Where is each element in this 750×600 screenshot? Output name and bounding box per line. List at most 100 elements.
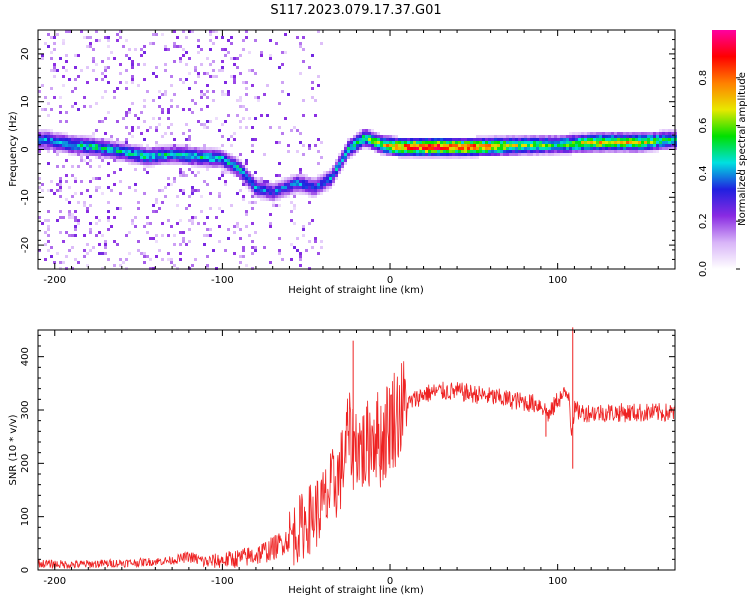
heatmap-cell <box>362 135 365 138</box>
heatmap-cell <box>218 177 221 180</box>
heatmap-cell <box>317 189 320 192</box>
heatmap-cell <box>173 42 176 45</box>
heatmap-cell <box>107 201 110 204</box>
heatmap-cell <box>242 255 245 258</box>
heatmap-cell <box>119 159 122 162</box>
heatmap-cell <box>149 126 152 129</box>
y-tick-label: 20 <box>20 48 31 61</box>
heatmap-cell <box>98 150 101 153</box>
heatmap-cell <box>302 192 305 195</box>
heatmap-cell <box>278 66 281 69</box>
heatmap-cell <box>44 144 47 147</box>
heatmap-cell <box>53 150 56 153</box>
heatmap-cell <box>62 42 65 45</box>
heatmap-cell <box>329 168 332 171</box>
heatmap-cell <box>311 177 314 180</box>
heatmap-cell <box>500 153 503 156</box>
heatmap-cell <box>188 144 191 147</box>
heatmap-cell <box>476 150 479 153</box>
heatmap-cell <box>617 141 620 144</box>
heatmap-cell <box>296 249 299 252</box>
heatmap-cell <box>65 111 68 114</box>
heatmap-cell <box>326 183 329 186</box>
heatmap-cell <box>254 183 257 186</box>
heatmap-cell <box>356 132 359 135</box>
heatmap-cell <box>443 153 446 156</box>
heatmap-cell <box>56 141 59 144</box>
heatmap-cell <box>299 186 302 189</box>
heatmap-cell <box>263 189 266 192</box>
heatmap-cell <box>224 120 227 123</box>
heatmap-cell <box>233 156 236 159</box>
heatmap-cell <box>98 147 101 150</box>
heatmap-cell <box>152 147 155 150</box>
heatmap-cell <box>149 162 152 165</box>
heatmap-cell <box>398 153 401 156</box>
heatmap-cell <box>314 183 317 186</box>
heatmap-cell <box>89 153 92 156</box>
heatmap-cell <box>464 138 467 141</box>
heatmap-cell <box>224 153 227 156</box>
heatmap-cell <box>212 75 215 78</box>
heatmap-cell <box>587 150 590 153</box>
heatmap-cell <box>302 180 305 183</box>
heatmap-cell <box>242 165 245 168</box>
heatmap-cell <box>77 201 80 204</box>
heatmap-cell <box>149 153 152 156</box>
heatmap-cell <box>89 105 92 108</box>
heatmap-cell <box>50 246 53 249</box>
heatmap-cell <box>281 186 284 189</box>
heatmap-cell <box>254 171 257 174</box>
heatmap-cell <box>107 219 110 222</box>
heatmap-cell <box>596 144 599 147</box>
heatmap-cell <box>242 195 245 198</box>
heatmap-cell <box>245 174 248 177</box>
heatmap-cell <box>134 150 137 153</box>
heatmap-cell <box>203 243 206 246</box>
heatmap-cell <box>632 132 635 135</box>
heatmap-cell <box>62 165 65 168</box>
heatmap-cell <box>41 108 44 111</box>
heatmap-cell <box>47 234 50 237</box>
heatmap-cell <box>605 141 608 144</box>
heatmap-cell <box>587 135 590 138</box>
heatmap-cell <box>167 126 170 129</box>
heatmap-cell <box>206 165 209 168</box>
heatmap-cell <box>548 144 551 147</box>
heatmap-cell <box>188 150 191 153</box>
heatmap-cell <box>143 162 146 165</box>
heatmap-cell <box>74 138 77 141</box>
heatmap-cell <box>251 189 254 192</box>
heatmap-cell <box>119 153 122 156</box>
heatmap-cell <box>194 159 197 162</box>
heatmap-cell <box>242 105 245 108</box>
heatmap-cell <box>206 156 209 159</box>
heatmap-cell <box>605 147 608 150</box>
heatmap-cell <box>206 216 209 219</box>
heatmap-cell <box>155 126 158 129</box>
heatmap-cell <box>260 198 263 201</box>
heatmap-cell <box>308 201 311 204</box>
heatmap-cell <box>59 141 62 144</box>
heatmap-cell <box>263 93 266 96</box>
heatmap-cell <box>119 180 122 183</box>
heatmap-cell <box>56 183 59 186</box>
heatmap-cell <box>506 144 509 147</box>
heatmap-cell <box>179 231 182 234</box>
heatmap-cell <box>296 189 299 192</box>
heatmap-cell <box>611 147 614 150</box>
heatmap-cell <box>170 132 173 135</box>
snr-ylabel: SNR (10 * v/v) <box>8 414 19 485</box>
heatmap-cell <box>623 150 626 153</box>
heatmap-cell <box>125 126 128 129</box>
heatmap-cell <box>344 144 347 147</box>
heatmap-cell <box>194 162 197 165</box>
heatmap-cell <box>119 258 122 261</box>
heatmap-cell <box>452 156 455 159</box>
heatmap-cell <box>203 180 206 183</box>
heatmap-cell <box>194 156 197 159</box>
heatmap-cell <box>353 135 356 138</box>
heatmap-cell <box>77 150 80 153</box>
heatmap-cell <box>647 144 650 147</box>
heatmap-cell <box>473 150 476 153</box>
